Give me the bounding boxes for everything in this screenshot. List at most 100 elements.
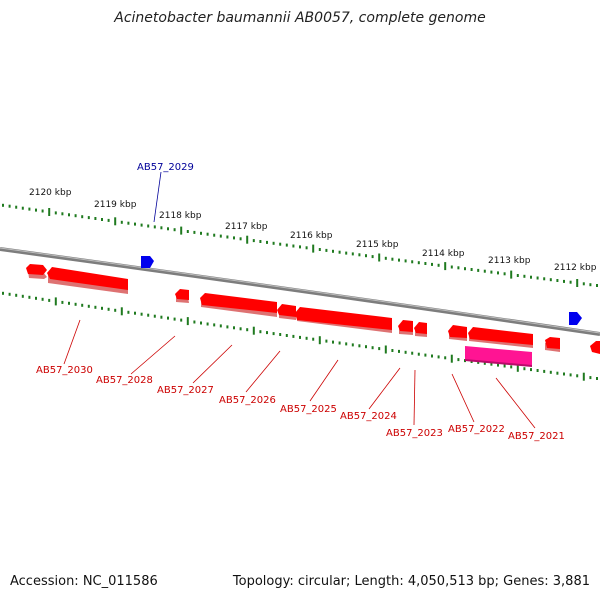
gene-label[interactable]: AB57_2023 [386, 428, 443, 439]
minor-tick [371, 255, 374, 259]
minor-tick [153, 314, 156, 318]
gene-label[interactable]: AB57_2021 [508, 431, 565, 442]
minor-tick [147, 224, 150, 228]
minor-tick [497, 363, 499, 367]
minor-tick [417, 261, 420, 265]
major-tick [510, 270, 513, 279]
minor-tick [543, 369, 546, 373]
gene-ab57-2027[interactable] [200, 293, 277, 313]
minor-tick [259, 330, 262, 334]
minor-tick [21, 294, 24, 298]
gene-ab57-2029[interactable] [141, 256, 154, 268]
genome-backbone-highlight [0, 247, 600, 334]
gene-label[interactable]: AB57_2027 [157, 385, 214, 396]
gene-label[interactable]: AB57_2024 [340, 411, 397, 422]
minor-tick [292, 244, 295, 248]
kbp-label: 2115 kbp [356, 240, 399, 250]
minor-tick [279, 333, 282, 336]
minor-tick [490, 270, 493, 274]
minor-tick [219, 324, 222, 328]
gene-label[interactable]: AB57_2026 [219, 395, 276, 406]
minor-tick [576, 374, 579, 378]
gene-label[interactable]: AB57_2028 [96, 375, 153, 386]
minor-tick [398, 349, 400, 353]
minor-tick [213, 233, 216, 237]
minor-tick [2, 291, 4, 295]
minor-tick [167, 316, 169, 320]
minor-tick [497, 271, 499, 275]
major-tick [318, 336, 321, 345]
minor-tick [556, 279, 559, 282]
map-title: Acinetobacter baumannii AB0057, complete… [114, 10, 486, 26]
gene-ab57-2025[interactable] [295, 307, 392, 330]
minor-tick [213, 323, 216, 327]
gene-ab57-2030b[interactable] [47, 267, 128, 290]
major-tick [450, 354, 453, 363]
minor-tick [299, 245, 301, 249]
gene-ab57-2022[interactable] [448, 325, 467, 338]
minor-tick [569, 280, 572, 284]
minor-tick [536, 276, 539, 280]
major-tick [444, 262, 447, 271]
major-tick [54, 297, 57, 306]
minor-tick [87, 304, 90, 308]
minor-tick [134, 222, 136, 226]
gene-label[interactable]: AB57_2029 [137, 162, 194, 173]
minor-tick [523, 274, 526, 278]
gene-unlabeled-1[interactable] [545, 337, 560, 349]
minor-tick [41, 297, 44, 301]
minor-tick [404, 350, 407, 354]
minor-tick [61, 212, 64, 216]
minor-tick [114, 308, 117, 312]
minor-tick [74, 214, 77, 218]
minor-tick [120, 220, 123, 224]
major-tick [246, 235, 249, 244]
minor-tick [127, 221, 130, 225]
minor-tick [94, 217, 97, 220]
gene-ab57-2021[interactable] [468, 327, 533, 345]
minor-tick [549, 370, 552, 374]
gene-ab57-2023[interactable] [414, 322, 427, 334]
leader-ab57-2025 [309, 359, 339, 402]
major-tick [48, 208, 51, 216]
gene-label[interactable]: AB57_2030 [36, 365, 93, 376]
minor-tick [101, 218, 103, 221]
minor-tick [391, 257, 394, 261]
major-tick [582, 372, 585, 381]
minor-tick [101, 306, 103, 310]
minor-tick [285, 334, 288, 337]
minor-tick [358, 344, 361, 348]
gene-ab57-2024[interactable] [398, 320, 413, 332]
minor-tick [371, 346, 374, 350]
minor-tick [140, 312, 143, 316]
label-leaders [63, 171, 536, 429]
major-tick [114, 217, 117, 226]
gene-ab57-2030[interactable] [26, 264, 47, 275]
gene-ab57-2028[interactable] [175, 289, 189, 300]
minor-tick [160, 226, 163, 230]
minor-tick [200, 321, 202, 325]
minor-tick [87, 216, 90, 220]
minor-tick [332, 249, 334, 253]
minor-tick [556, 371, 559, 375]
minor-tick [206, 322, 209, 326]
major-tick [186, 317, 189, 326]
gene-unlabeled-2[interactable] [590, 341, 600, 354]
gene-ab57-2026[interactable] [277, 304, 296, 317]
gene-label[interactable]: AB57_2025 [280, 404, 337, 415]
kbp-label: 2120 kbp [29, 188, 72, 198]
minor-tick [226, 235, 229, 239]
minor-tick [569, 373, 572, 377]
minor-tick [140, 223, 143, 227]
gene-label[interactable]: AB57_2022 [448, 424, 505, 435]
minor-tick [180, 318, 183, 322]
gene-unlabeled-right[interactable] [569, 312, 582, 325]
major-tick [252, 326, 255, 335]
minor-tick [54, 211, 57, 215]
minor-tick [61, 300, 64, 304]
minor-tick [477, 360, 480, 364]
minor-tick [48, 298, 51, 302]
minor-tick [417, 352, 420, 356]
minor-tick [351, 252, 354, 256]
major-tick [384, 345, 387, 354]
